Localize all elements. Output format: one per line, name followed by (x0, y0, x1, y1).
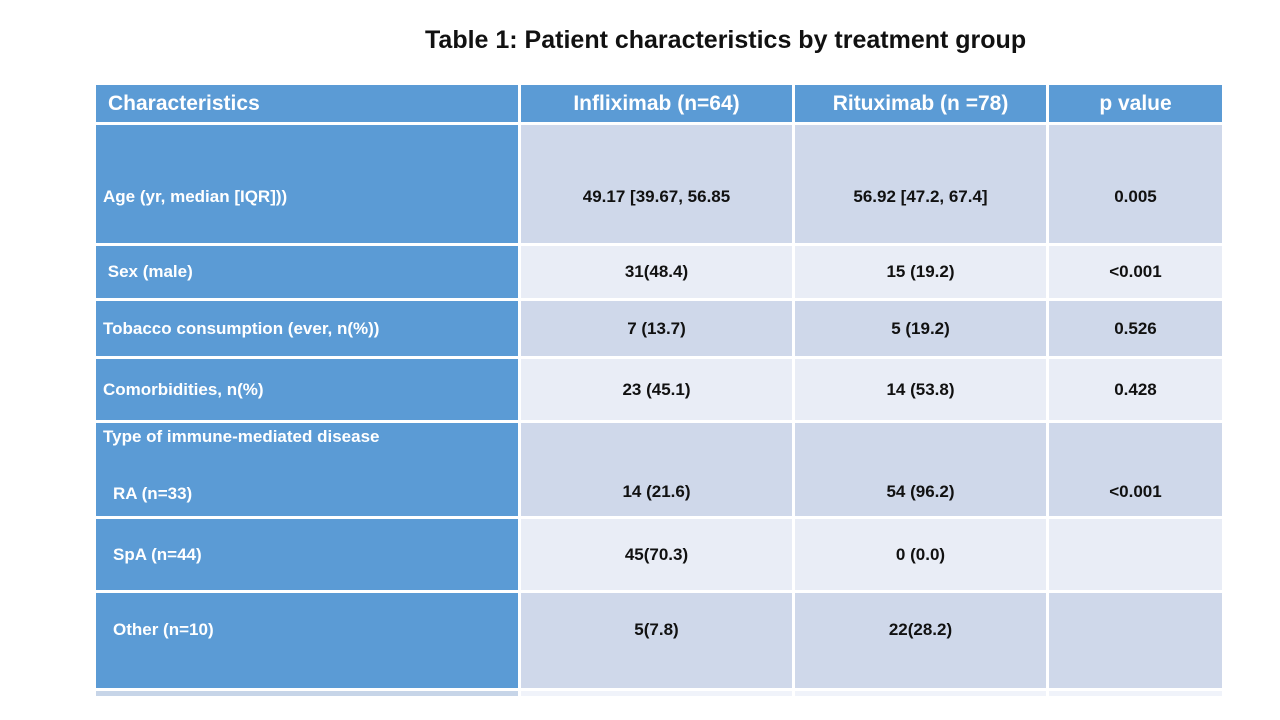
group-label-disease-type: Type of immune-mediated disease (103, 427, 380, 446)
cell-sex-infliximab: 31(48.4) (521, 246, 792, 298)
cell-spa-rituximab: 0 (0.0) (795, 519, 1046, 590)
cell-spa-infliximab: 45(70.3) (521, 519, 792, 590)
cell-tobacco-rituximab: 5 (19.2) (795, 301, 1046, 356)
cell-other-rituximab: 22(28.2) (795, 593, 1046, 688)
table-bottom-strip (795, 691, 1046, 696)
cell-tobacco-infliximab: 7 (13.7) (521, 301, 792, 356)
table-bottom-strip (1049, 691, 1222, 696)
column-header-characteristics: Characteristics (96, 85, 518, 122)
cell-sex-p-value: <0.001 (1049, 246, 1222, 298)
cell-age-rituximab: 56.92 [47.2, 67.4] (795, 125, 1046, 243)
row-label-spa: SpA (n=44) (96, 519, 518, 590)
cell-tobacco-p-value: 0.526 (1049, 301, 1222, 356)
table-bottom-strip (96, 691, 518, 696)
row-label-age: Age (yr, median [IQR])) (96, 125, 518, 243)
row-label-other: Other (n=10) (96, 593, 518, 688)
row-label-tobacco: Tobacco consumption (ever, n(%)) (96, 301, 518, 356)
cell-ra-p-value: <0.001 (1049, 423, 1222, 516)
slide-title: Table 1: Patient characteristics by trea… (425, 26, 1027, 54)
patient-characteristics-table: Characteristics Infliximab (n=64) Rituxi… (96, 85, 1222, 696)
cell-comorbidities-p-value: 0.428 (1049, 359, 1222, 420)
row-label-sex: Sex (male) (96, 246, 518, 298)
cell-ra-rituximab: 54 (96.2) (795, 423, 1046, 516)
column-header-p-value: p value (1049, 85, 1222, 122)
column-header-infliximab: Infliximab (n=64) (521, 85, 792, 122)
cell-comorbidities-rituximab: 14 (53.8) (795, 359, 1046, 420)
cell-other-p-value (1049, 593, 1222, 688)
cell-sex-rituximab: 15 (19.2) (795, 246, 1046, 298)
row-label-ra: RA (n=33) (113, 484, 193, 503)
cell-ra-infliximab: 14 (21.6) (521, 423, 792, 516)
row-label-comorbidities: Comorbidities, n(%) (96, 359, 518, 420)
row-label-disease-type-ra: Type of immune-mediated disease RA (n=33… (96, 423, 518, 516)
cell-age-p-value: 0.005 (1049, 125, 1222, 243)
cell-age-infliximab: 49.17 [39.67, 56.85 (521, 125, 792, 243)
table-bottom-strip (521, 691, 792, 696)
cell-spa-p-value (1049, 519, 1222, 590)
column-header-rituximab: Rituximab (n =78) (795, 85, 1046, 122)
cell-comorbidities-infliximab: 23 (45.1) (521, 359, 792, 420)
cell-other-infliximab: 5(7.8) (521, 593, 792, 688)
